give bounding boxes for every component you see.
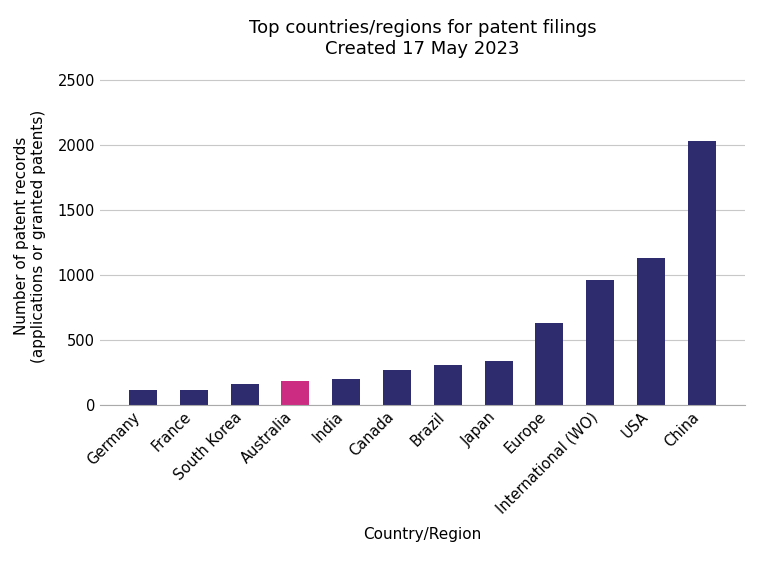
Bar [637,258,665,405]
Bar [535,323,563,405]
Bar [383,370,411,405]
Bar [129,391,157,405]
Bar [230,384,259,405]
Bar [687,142,716,405]
Bar [180,389,208,405]
Y-axis label: Number of patent records
(applications or granted patents): Number of patent records (applications o… [14,110,46,362]
Bar [333,379,360,405]
Bar [586,280,614,405]
X-axis label: Country/Region: Country/Region [363,527,482,542]
Title: Top countries/regions for patent filings
Created 17 May 2023: Top countries/regions for patent filings… [249,19,596,57]
Bar [485,361,512,405]
Bar [282,380,310,405]
Bar [434,365,462,405]
